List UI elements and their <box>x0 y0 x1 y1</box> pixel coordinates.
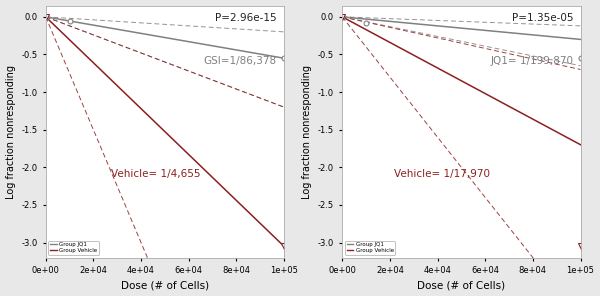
Text: Vehicle= 1/4,655: Vehicle= 1/4,655 <box>111 169 200 179</box>
Legend: Group JQ1, Group Vehicle: Group JQ1, Group Vehicle <box>345 241 395 255</box>
Text: P=1.35e-05: P=1.35e-05 <box>512 13 574 23</box>
X-axis label: Dose (# of Cells): Dose (# of Cells) <box>418 280 505 290</box>
Text: JQ1= 1/199,870: JQ1= 1/199,870 <box>490 56 574 66</box>
Text: GSI=1/86,378: GSI=1/86,378 <box>204 56 277 66</box>
Y-axis label: Log fraction nonresponding: Log fraction nonresponding <box>302 65 312 199</box>
Y-axis label: Log fraction nonresponding: Log fraction nonresponding <box>5 65 16 199</box>
X-axis label: Dose (# of Cells): Dose (# of Cells) <box>121 280 209 290</box>
Legend: Group JQ1, Group Vehicle: Group JQ1, Group Vehicle <box>49 241 99 255</box>
Text: P=2.96e-15: P=2.96e-15 <box>215 13 277 23</box>
Text: Vehicle= 1/17,970: Vehicle= 1/17,970 <box>394 169 490 179</box>
